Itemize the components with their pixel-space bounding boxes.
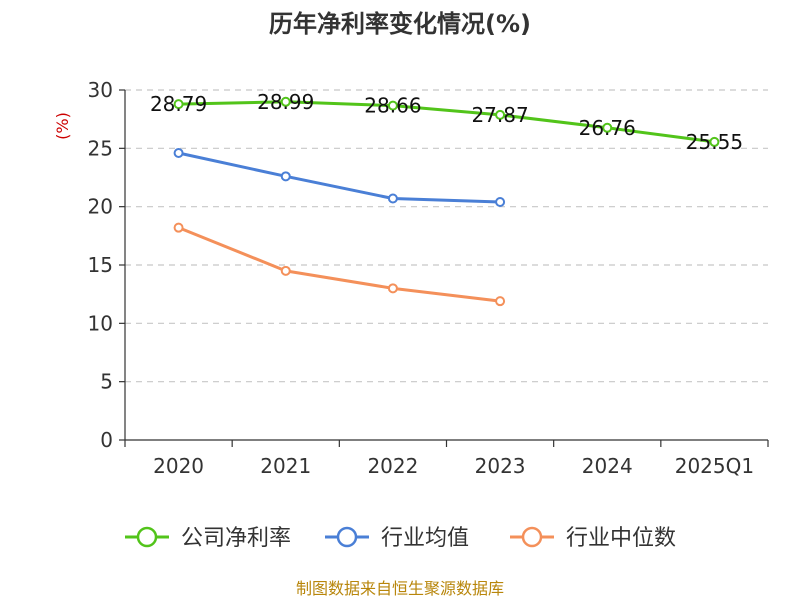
- x-tick-label: 2025Q1: [675, 454, 754, 478]
- source-note: 制图数据来自恒生聚源数据库: [296, 579, 504, 598]
- data-point: [495, 296, 506, 307]
- series-lines: [173, 96, 720, 307]
- legend-marker: [521, 526, 543, 548]
- legend-marker: [336, 526, 358, 548]
- x-tick-label: 2023: [475, 454, 526, 478]
- legend-marker: [136, 526, 158, 548]
- x-tick-label: 2022: [367, 454, 418, 478]
- y-tick-label: 5: [100, 370, 113, 394]
- grid-lines: [125, 89, 768, 383]
- data-point: [173, 99, 184, 110]
- x-tick-label: 2021: [260, 454, 311, 478]
- y-tick-label: 30: [88, 78, 113, 102]
- data-point: [387, 100, 398, 111]
- y-tick-label: 15: [88, 253, 113, 277]
- series-line-1: [178, 151, 501, 204]
- axes: 0 5 10 15 20 25 30 2020 2021 2022 2023 2024 2025Q1: [88, 78, 769, 478]
- legend: 公司净利率 行业均值 行业中位数: [125, 526, 676, 551]
- x-tick-label: 2024: [582, 454, 633, 478]
- data-point: [387, 193, 398, 204]
- x-tick-label: 2020: [153, 454, 204, 478]
- data-point: [173, 148, 184, 158]
- data-point: [709, 136, 720, 147]
- data-label: 28.99: [257, 90, 314, 114]
- legend-label: 行业中位数: [566, 526, 676, 551]
- data-point: [280, 96, 291, 107]
- data-labels: 28.79 28.99 28.66 27.87 26.76 25.55: [150, 90, 743, 154]
- chart-title: 历年净利率变化情况(%): [269, 10, 531, 38]
- data-point: [495, 109, 506, 120]
- data-point: [173, 222, 184, 233]
- data-point: [280, 171, 291, 182]
- data-label: 28.79: [150, 92, 207, 116]
- data-label: 28.66: [364, 94, 421, 118]
- data-label: 26.76: [579, 116, 636, 140]
- series-line-2: [178, 226, 501, 303]
- y-axis-label: (%): [53, 112, 72, 140]
- data-label: 27.87: [471, 103, 528, 127]
- y-tick-label: 10: [88, 311, 113, 335]
- y-tick-label: 0: [100, 428, 113, 452]
- data-point: [602, 122, 613, 133]
- legend-label: 行业均值: [381, 526, 469, 551]
- y-tick-label: 20: [88, 195, 113, 219]
- series-line-0: [178, 100, 715, 144]
- legend-label: 公司净利率: [181, 526, 291, 551]
- data-point: [387, 283, 398, 294]
- y-tick-label: 25: [88, 136, 113, 160]
- data-point: [280, 265, 291, 276]
- data-point: [495, 197, 506, 207]
- data-label: 25.55: [686, 130, 743, 154]
